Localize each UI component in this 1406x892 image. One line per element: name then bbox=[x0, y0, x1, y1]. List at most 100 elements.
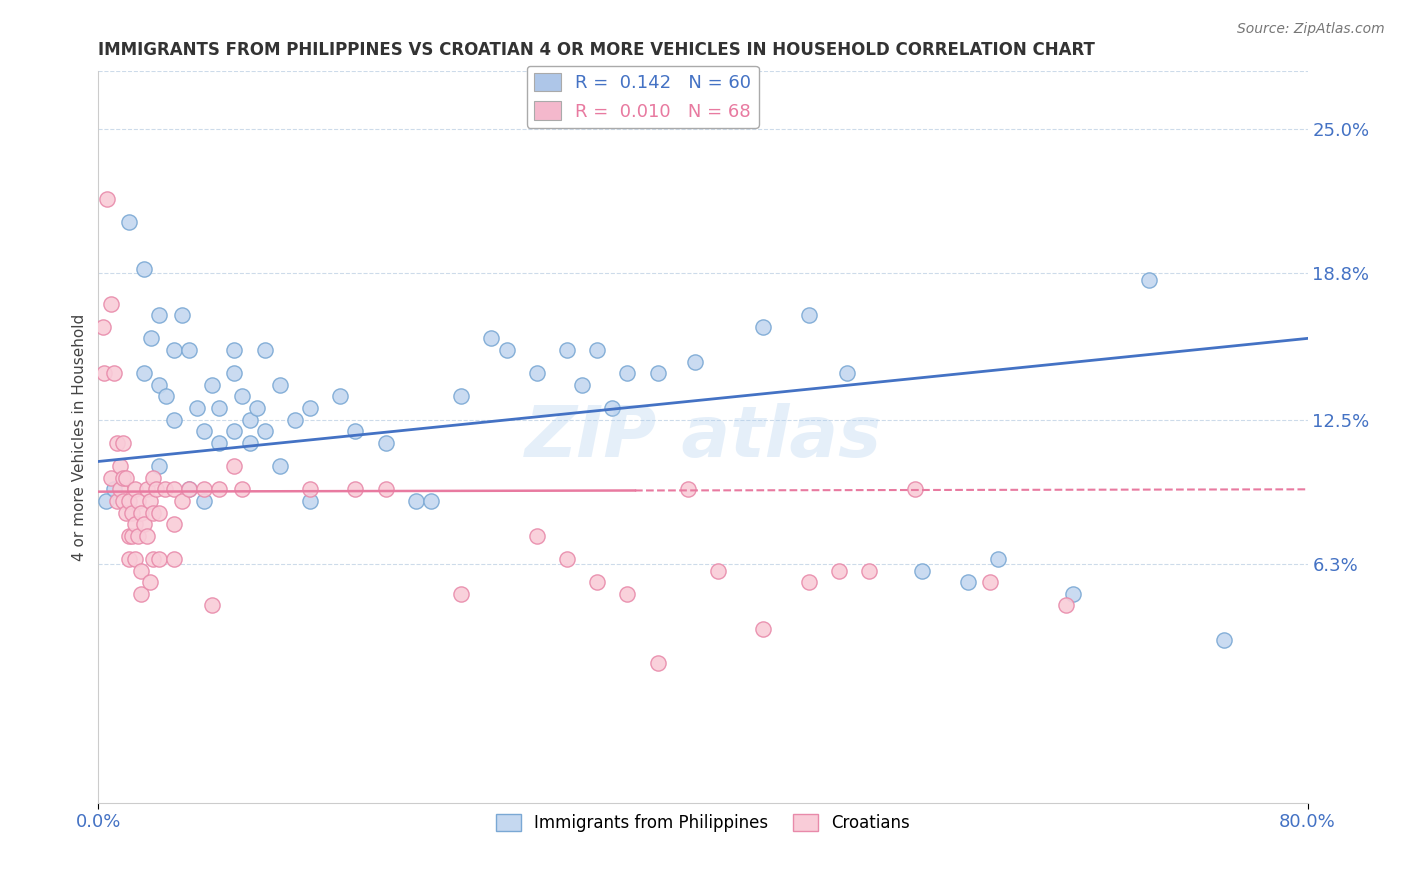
Point bbox=[752, 622, 775, 636]
Point bbox=[108, 459, 131, 474]
Point bbox=[193, 424, 215, 438]
Point bbox=[1054, 599, 1077, 613]
Point bbox=[148, 377, 170, 392]
Point bbox=[139, 494, 162, 508]
Point bbox=[127, 494, 149, 508]
Point bbox=[114, 506, 136, 520]
Point bbox=[374, 436, 396, 450]
Point bbox=[170, 308, 193, 322]
Point bbox=[231, 389, 253, 403]
Point bbox=[555, 343, 578, 357]
Point bbox=[253, 424, 276, 438]
Point bbox=[145, 483, 167, 497]
Point bbox=[142, 506, 165, 520]
Point bbox=[526, 529, 548, 543]
Point bbox=[299, 401, 322, 415]
Point bbox=[111, 494, 134, 508]
Point bbox=[344, 483, 367, 497]
Point bbox=[118, 529, 141, 543]
Y-axis label: 4 or more Vehicles in Household: 4 or more Vehicles in Household bbox=[72, 313, 87, 561]
Point bbox=[224, 343, 246, 357]
Point bbox=[179, 343, 201, 357]
Point bbox=[186, 401, 208, 415]
Point bbox=[100, 471, 122, 485]
Text: Source: ZipAtlas.com: Source: ZipAtlas.com bbox=[1237, 22, 1385, 37]
Legend: Immigrants from Philippines, Croatians: Immigrants from Philippines, Croatians bbox=[489, 807, 917, 838]
Point bbox=[193, 494, 215, 508]
Point bbox=[602, 401, 624, 415]
Point bbox=[797, 575, 820, 590]
Point bbox=[135, 529, 157, 543]
Point bbox=[127, 529, 149, 543]
Point bbox=[987, 552, 1010, 566]
Point bbox=[239, 436, 262, 450]
Point bbox=[155, 389, 177, 403]
Point bbox=[555, 552, 578, 566]
Point bbox=[201, 377, 224, 392]
Point bbox=[586, 343, 609, 357]
Point bbox=[124, 517, 146, 532]
Point bbox=[752, 319, 775, 334]
Point bbox=[1062, 587, 1084, 601]
Point bbox=[571, 377, 593, 392]
Point bbox=[1213, 633, 1236, 648]
Point bbox=[420, 494, 443, 508]
Point bbox=[246, 401, 269, 415]
Point bbox=[526, 366, 548, 380]
Point bbox=[163, 483, 186, 497]
Point bbox=[111, 471, 134, 485]
Point bbox=[224, 366, 246, 380]
Point bbox=[647, 366, 669, 380]
Point bbox=[299, 494, 322, 508]
Point bbox=[911, 564, 934, 578]
Point bbox=[141, 331, 163, 345]
Point bbox=[193, 483, 215, 497]
Point bbox=[148, 552, 170, 566]
Point bbox=[108, 483, 131, 497]
Point bbox=[979, 575, 1001, 590]
Point bbox=[121, 506, 143, 520]
Point bbox=[103, 366, 125, 380]
Point bbox=[224, 459, 246, 474]
Point bbox=[1137, 273, 1160, 287]
Text: IMMIGRANTS FROM PHILIPPINES VS CROATIAN 4 OR MORE VEHICLES IN HOUSEHOLD CORRELAT: IMMIGRANTS FROM PHILIPPINES VS CROATIAN … bbox=[98, 41, 1095, 59]
Point bbox=[105, 494, 128, 508]
Point bbox=[269, 459, 291, 474]
Point bbox=[129, 564, 152, 578]
Point bbox=[269, 377, 291, 392]
Point bbox=[299, 483, 322, 497]
Point bbox=[450, 587, 472, 601]
Point bbox=[208, 436, 231, 450]
Point bbox=[132, 517, 155, 532]
Point bbox=[956, 575, 979, 590]
Point bbox=[121, 529, 143, 543]
Point bbox=[344, 424, 367, 438]
Point bbox=[132, 261, 155, 276]
Point bbox=[135, 483, 157, 497]
Point bbox=[495, 343, 517, 357]
Point bbox=[329, 389, 352, 403]
Point bbox=[111, 436, 134, 450]
Point bbox=[179, 483, 201, 497]
Point bbox=[93, 366, 115, 380]
Point bbox=[163, 412, 186, 426]
Point bbox=[586, 575, 609, 590]
Point bbox=[129, 587, 152, 601]
Point bbox=[163, 552, 186, 566]
Point bbox=[114, 471, 136, 485]
Point bbox=[124, 483, 146, 497]
Point bbox=[142, 471, 165, 485]
Point bbox=[797, 308, 820, 322]
Point bbox=[450, 389, 472, 403]
Point bbox=[374, 483, 396, 497]
Point bbox=[201, 599, 224, 613]
Point bbox=[118, 552, 141, 566]
Point bbox=[170, 494, 193, 508]
Point bbox=[148, 308, 170, 322]
Point bbox=[118, 215, 141, 229]
Point bbox=[835, 366, 858, 380]
Point bbox=[103, 483, 125, 497]
Point bbox=[405, 494, 427, 508]
Point bbox=[828, 564, 851, 578]
Point bbox=[179, 483, 201, 497]
